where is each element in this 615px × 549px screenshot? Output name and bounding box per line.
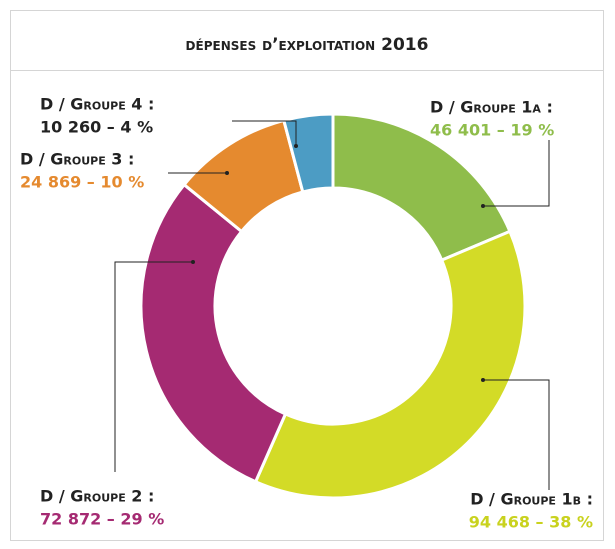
leader-line [483,379,550,490]
leader-dot [225,171,229,175]
leader-line [232,120,297,146]
donut-segment [139,182,288,484]
leader-line [483,140,550,207]
label-name: D / Groupe 3 : [20,150,134,169]
label-value: 94 468 – 38 % [469,513,593,532]
label-name: D / Groupe 2 : [40,487,154,506]
leader-line [114,261,193,472]
chart-title: dépenses d’exploitation 2016 [186,35,429,55]
label-value: 24 869 – 10 % [20,173,144,192]
leader-dot [294,144,298,148]
leader-dot [481,204,485,208]
leader-dot [481,378,485,382]
donut-segment [253,229,527,500]
label-value: 72 872 – 29 % [40,510,164,529]
label-value: 10 260 – 4 % [40,118,153,137]
label-name: D / Groupe 4 : [40,95,154,114]
label-value: 46 401 – 19 % [430,121,554,140]
leader-dot [191,260,195,264]
label-name: D / Groupe 1a : [430,98,553,117]
label-name: D / Groupe 1b : [470,490,593,509]
